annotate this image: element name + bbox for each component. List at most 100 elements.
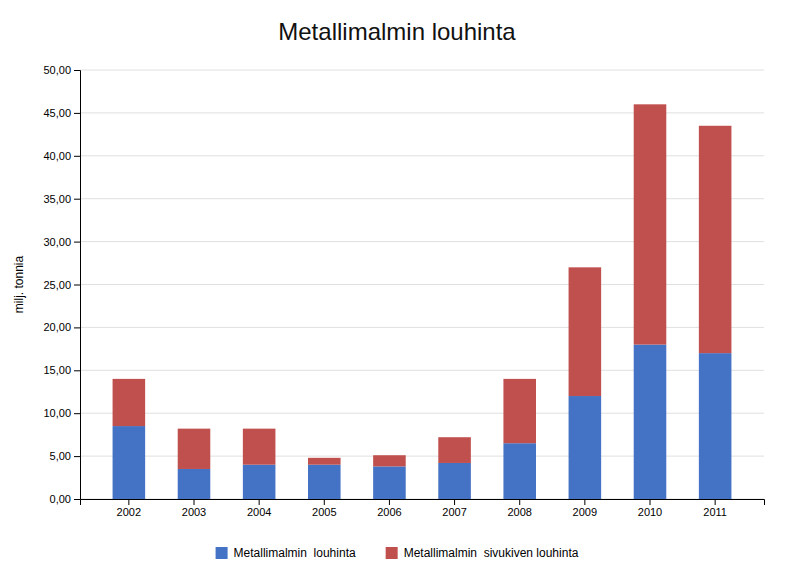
- tick-label: 30,00: [43, 236, 71, 248]
- bar: [178, 469, 211, 499]
- bars: [113, 104, 732, 499]
- tick-mark: [74, 413, 80, 414]
- bar: [503, 379, 536, 443]
- bar: [699, 353, 732, 499]
- tick-label: 2006: [377, 506, 401, 518]
- legend-label: Metallimalmin louhinta: [234, 546, 356, 560]
- tick-mark: [128, 499, 129, 505]
- tick: 35,00: [43, 193, 80, 205]
- tick-mark: [389, 499, 390, 505]
- tick: 2006: [377, 499, 401, 518]
- tick-mark: [74, 327, 80, 328]
- tick: 2011: [703, 499, 727, 518]
- tick-mark: [74, 285, 80, 286]
- tick: 10,00: [43, 407, 80, 419]
- bar: [113, 426, 146, 499]
- tick-label: 2011: [703, 506, 727, 518]
- tick-label: 25,00: [43, 279, 71, 291]
- tick-mark: [454, 499, 455, 505]
- chart: Metallimalmin louhinta200220032004200520…: [0, 0, 794, 579]
- grid: [80, 70, 764, 499]
- tick: 50,00: [43, 64, 80, 76]
- tick-label: 10,00: [43, 407, 71, 419]
- bar: [308, 458, 341, 465]
- y-axis: 0,00 5,00 10,00 15,00 20,00 25,00 30,00 35,00 40…: [43, 64, 80, 505]
- tick: 2009: [573, 499, 597, 518]
- bar: [308, 465, 341, 499]
- tick: 25,00: [43, 279, 80, 291]
- x-axis: 2002 2003 2004 2005 2006 2007 2008 2009 2010 2011: [81, 499, 765, 518]
- bar: [699, 126, 732, 353]
- legend-swatch: [386, 547, 398, 559]
- tick-label: 0,00: [50, 493, 71, 505]
- legend-swatch: [216, 547, 228, 559]
- bar: [438, 437, 471, 463]
- bar: [373, 466, 406, 499]
- tick-mark: [584, 499, 585, 505]
- tick-label: 15,00: [43, 364, 71, 376]
- tick-mark: [74, 70, 80, 71]
- tick-label: 2009: [573, 506, 597, 518]
- grid-line: [80, 70, 764, 71]
- bar: [243, 465, 276, 499]
- tick-mark: [74, 242, 80, 243]
- tick: 2003: [182, 499, 206, 518]
- axis-line: [81, 500, 765, 506]
- tick: 0,00: [50, 493, 80, 505]
- tick: 5,00: [50, 450, 80, 462]
- legend: Metallimalmin louhinta Metallimalmin sivu…: [216, 546, 579, 560]
- bar: [503, 443, 536, 499]
- tick-label: 2007: [442, 506, 466, 518]
- tick-mark: [74, 499, 80, 500]
- tick-mark: [324, 499, 325, 505]
- tick-label: 20,00: [43, 321, 71, 333]
- tick-label: 40,00: [43, 150, 71, 162]
- legend-label: Metallimalmin sivukiven louhinta: [404, 546, 579, 560]
- tick-label: 2005: [312, 506, 336, 518]
- tick-mark: [74, 456, 80, 457]
- tick: 2007: [442, 499, 466, 518]
- bar: [178, 429, 211, 469]
- legend-item: Metallimalmin sivukiven louhinta: [386, 546, 579, 560]
- tick-mark: [519, 499, 520, 505]
- tick: 15,00: [43, 364, 80, 376]
- bar: [243, 429, 276, 465]
- tick: 2005: [312, 499, 336, 518]
- tick-label: 45,00: [43, 107, 71, 119]
- plot: 2002 2003 2004 2005 2006 2007 2008 2009 2010 2011…: [43, 64, 764, 518]
- series: [113, 104, 732, 469]
- tick-label: 2010: [638, 506, 662, 518]
- tick-mark: [715, 499, 716, 505]
- tick: 2008: [507, 499, 531, 518]
- tick-mark: [650, 499, 651, 505]
- bar: [634, 345, 667, 499]
- bar: [438, 463, 471, 499]
- tick-label: 2004: [247, 506, 271, 518]
- tick-mark: [74, 156, 80, 157]
- axis-title: milj. tonnia: [12, 255, 26, 313]
- bar: [373, 455, 406, 466]
- bar: [569, 396, 602, 499]
- tick-label: 5,00: [50, 450, 71, 462]
- axis-line: [74, 71, 81, 500]
- tick: 30,00: [43, 236, 80, 248]
- tick: 40,00: [43, 150, 80, 162]
- tick: 20,00: [43, 321, 80, 333]
- tick: 45,00: [43, 107, 80, 119]
- tick-mark: [74, 113, 80, 114]
- tick-mark: [74, 199, 80, 200]
- tick-label: 50,00: [43, 64, 71, 76]
- tick-label: 2003: [182, 506, 206, 518]
- bar: [113, 379, 146, 426]
- tick: 2010: [638, 499, 662, 518]
- tick-mark: [259, 499, 260, 505]
- title: Metallimalmin louhinta: [278, 18, 516, 45]
- tick-label: 2008: [507, 506, 531, 518]
- tick-label: 35,00: [43, 193, 71, 205]
- tick-mark: [194, 499, 195, 505]
- tick: 2004: [247, 499, 271, 518]
- tick-label: 2002: [117, 506, 141, 518]
- bar: [569, 267, 602, 396]
- legend-item: Metallimalmin louhinta: [216, 546, 356, 560]
- tick-mark: [74, 370, 80, 371]
